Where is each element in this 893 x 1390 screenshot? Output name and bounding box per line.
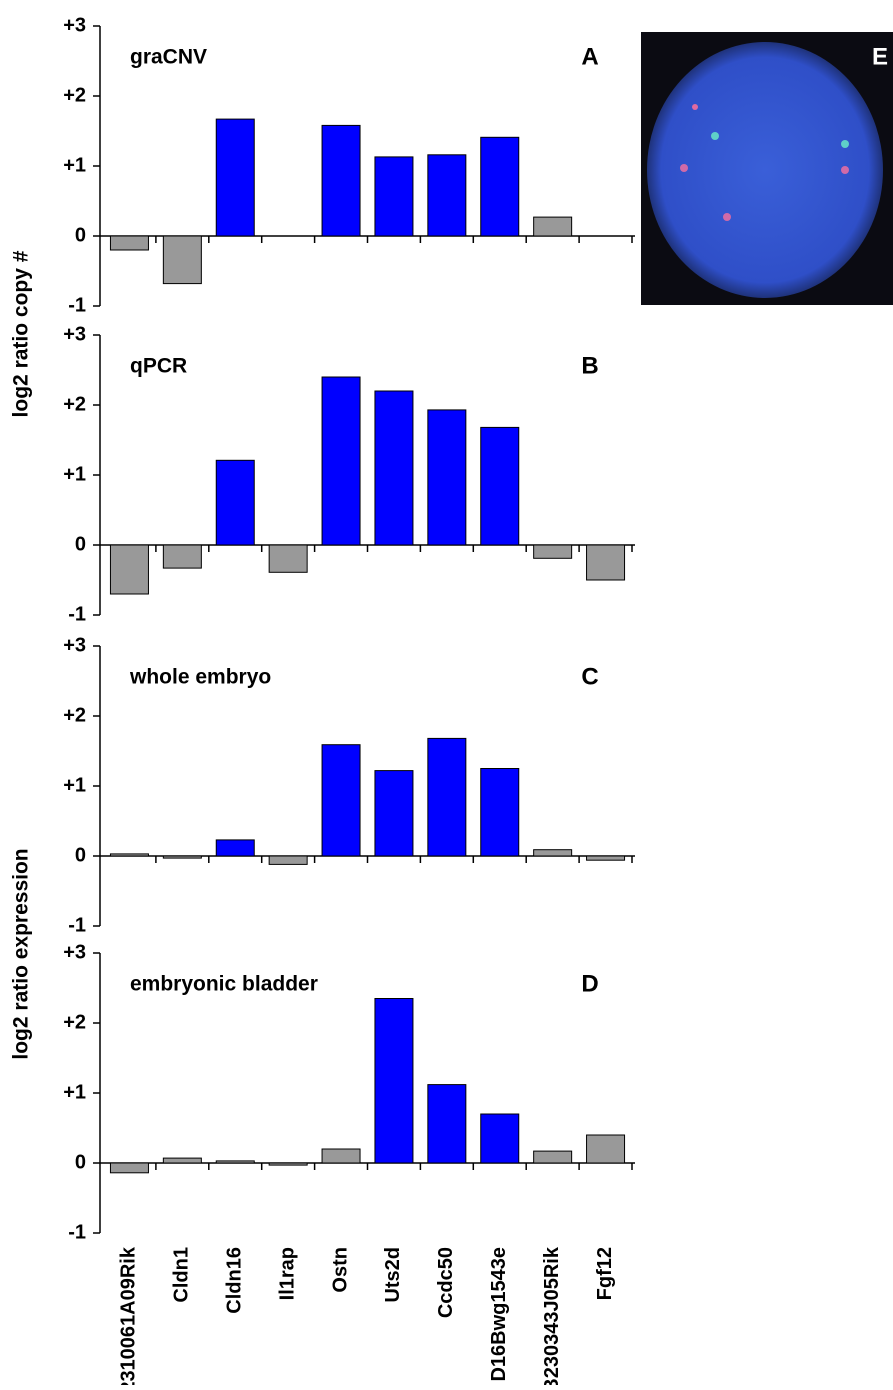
panel-letter: B — [581, 352, 598, 379]
bar — [163, 545, 201, 568]
bar — [587, 1135, 625, 1163]
y-tick-label: 0 — [75, 1151, 86, 1173]
x-tick-label: Il1rap — [276, 1247, 298, 1300]
bar — [428, 1085, 466, 1163]
bar — [534, 850, 572, 856]
bar — [428, 410, 466, 545]
bar — [587, 856, 625, 860]
bar — [322, 377, 360, 545]
x-tick-label: Cldn1 — [171, 1247, 193, 1303]
bar — [110, 236, 148, 250]
x-tick-label: Uts2d — [382, 1247, 404, 1303]
y-tick-label: 0 — [75, 533, 86, 555]
y-tick-label: -1 — [68, 914, 86, 936]
bar — [322, 125, 360, 236]
bar — [110, 854, 148, 856]
panel-letter: A — [581, 43, 598, 70]
y-tick-label: +2 — [63, 393, 86, 415]
bar — [163, 856, 201, 858]
y-tick-label: +2 — [63, 84, 86, 106]
panel-title: graCNV — [130, 46, 207, 69]
bar — [269, 856, 307, 864]
bar — [322, 1149, 360, 1163]
y-tick-label: +2 — [63, 1011, 86, 1033]
bar — [534, 217, 572, 236]
bar — [587, 545, 625, 580]
y-tick-label: -1 — [68, 603, 86, 625]
bar — [163, 236, 201, 284]
figure: E -1 0 +1 +2 +3 graCNV Alog2 ratio copy # -1 0 +1… — [0, 0, 893, 1385]
x-tick-label: 2310061A09Rik — [118, 1246, 140, 1385]
bar — [481, 1114, 519, 1163]
bar — [481, 427, 519, 545]
panel-title: whole embryo — [129, 666, 271, 689]
y-tick-label: +3 — [63, 14, 86, 36]
y-tick-label: 0 — [75, 224, 86, 246]
bar — [110, 1163, 148, 1173]
bar — [110, 545, 148, 594]
bar — [322, 745, 360, 856]
y-tick-label: +1 — [63, 774, 86, 796]
y-axis-label: log2 ratio copy # — [10, 250, 33, 417]
y-tick-label: +1 — [63, 1081, 86, 1103]
y-tick-label: +3 — [63, 323, 86, 345]
x-tick-label: Fgf12 — [594, 1247, 616, 1300]
x-tick-label: Ccdc50 — [435, 1247, 457, 1318]
bar — [481, 769, 519, 857]
bar — [269, 545, 307, 572]
x-tick-label: Ostn — [329, 1247, 351, 1293]
panel-letter: D — [581, 970, 598, 997]
bar — [269, 1163, 307, 1165]
bar — [375, 999, 413, 1164]
y-tick-label: +3 — [63, 634, 86, 656]
x-tick-label: D16Bwg1543e — [488, 1247, 510, 1382]
y-tick-label: +3 — [63, 941, 86, 963]
y-axis-label: log2 ratio expression — [10, 848, 33, 1059]
bar — [216, 840, 254, 856]
y-tick-label: -1 — [68, 1221, 86, 1243]
panel-letter: E — [872, 43, 888, 70]
bar — [163, 1158, 201, 1163]
bar — [216, 460, 254, 545]
y-tick-label: 0 — [75, 844, 86, 866]
y-tick-label: +1 — [63, 154, 86, 176]
bar — [428, 155, 466, 236]
y-tick-label: +2 — [63, 704, 86, 726]
y-tick-label: +1 — [63, 463, 86, 485]
bar — [375, 771, 413, 856]
x-tick-label: B230343J05Rik — [541, 1246, 563, 1385]
bar — [216, 119, 254, 236]
micrograph: E — [641, 32, 893, 305]
bar — [216, 1161, 254, 1163]
bar — [428, 738, 466, 856]
bar — [375, 391, 413, 545]
panel-title: embryonic bladder — [130, 973, 318, 996]
bar — [481, 137, 519, 236]
y-tick-label: -1 — [68, 294, 86, 316]
bar — [534, 545, 572, 558]
bar — [534, 1151, 572, 1163]
bar — [375, 157, 413, 236]
panel-letter: C — [581, 663, 598, 690]
x-tick-label: Cldn16 — [224, 1247, 246, 1314]
panel-title: qPCR — [130, 355, 187, 378]
